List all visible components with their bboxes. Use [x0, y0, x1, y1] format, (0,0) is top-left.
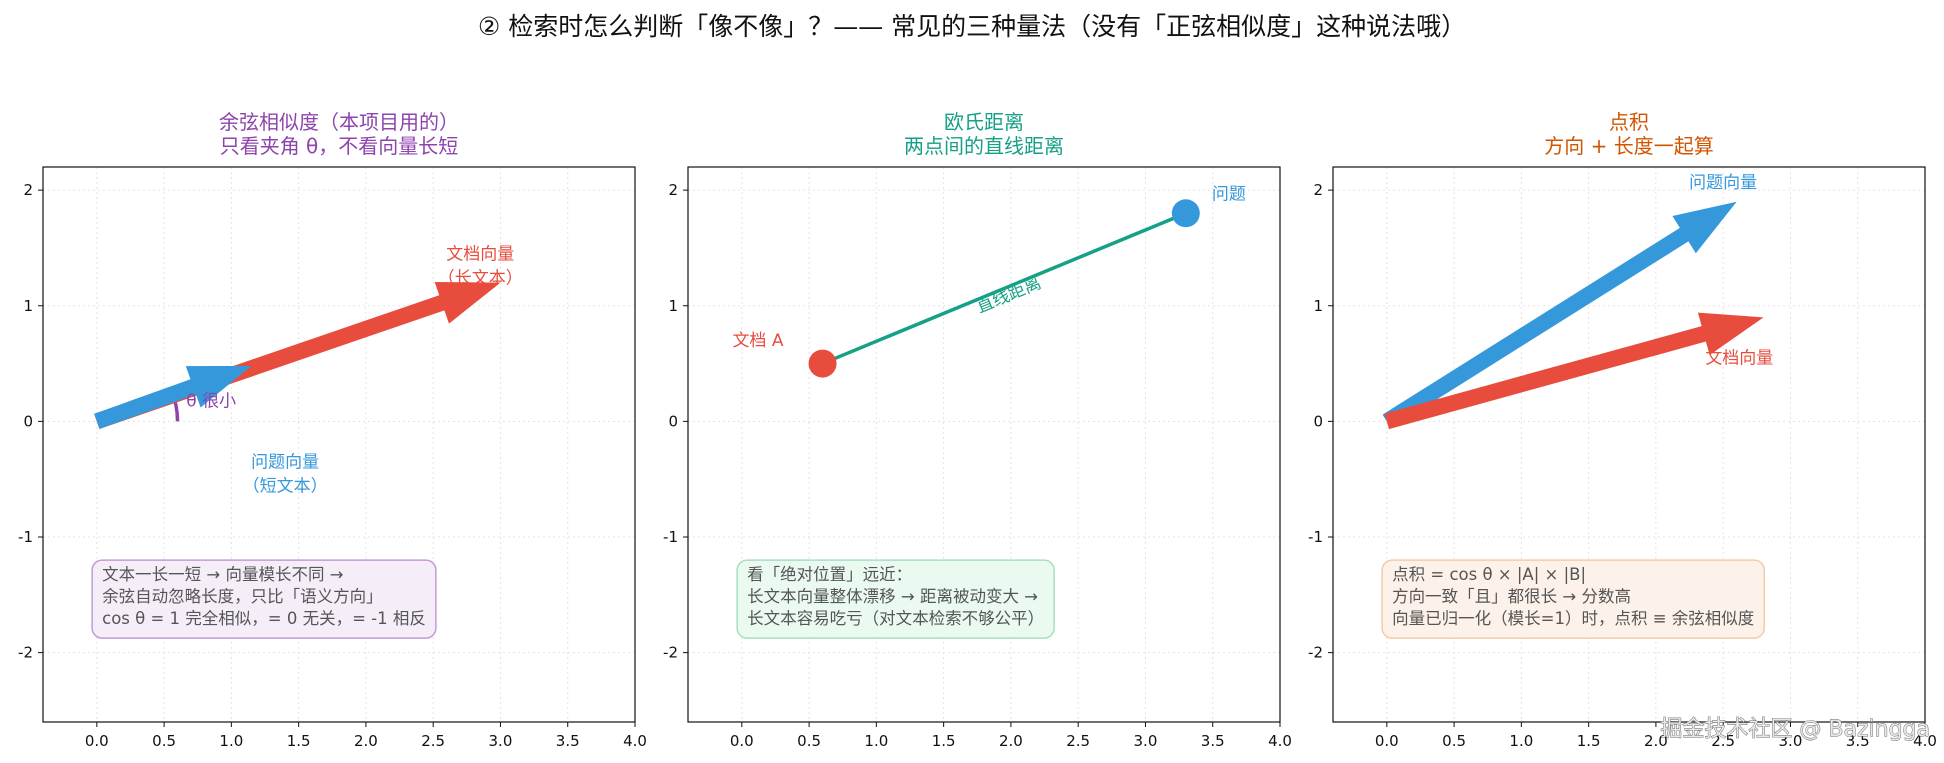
distance-line	[821, 211, 1187, 366]
x-tick-label: 3.5	[556, 732, 580, 750]
annotation-label: （长文本）	[438, 269, 523, 289]
y-tick-label: 1	[668, 297, 678, 315]
x-tick-label: 3.0	[489, 732, 513, 750]
panel-title-line: 点积	[1609, 110, 1649, 134]
note-line: 长文本容易吃亏（对文本检索不够公平）	[747, 609, 1044, 628]
note-line: 点积 = cos θ × |A| × |B|	[1392, 565, 1586, 584]
x-tick-label: 3.0	[1779, 732, 1803, 750]
y-tick-label: 2	[23, 181, 33, 199]
query-point	[1171, 199, 1200, 228]
x-tick-label: 2.5	[1066, 732, 1090, 750]
annotation-label: 文档 A	[732, 331, 783, 351]
x-tick-label: 1.0	[864, 732, 888, 750]
y-tick-label: 0	[1313, 412, 1323, 430]
axes-frame	[1332, 166, 1926, 723]
y-tick-label: 0	[668, 412, 678, 430]
x-tick-label: 0.0	[85, 732, 109, 750]
panel-title-line: 欧氏距离	[944, 110, 1024, 134]
panel-title-line: 只看夹角 θ，不看向量长短	[220, 134, 459, 158]
axes-frame	[42, 166, 636, 723]
x-tick-label: 4.0	[1913, 732, 1937, 750]
y-tick-label: 1	[23, 297, 33, 315]
y-tick-label: -2	[18, 644, 33, 662]
annotation-label: 文档向量	[446, 245, 514, 265]
panel-title-line: 方向 + 长度一起算	[1544, 134, 1713, 158]
y-tick-label: -1	[1308, 528, 1323, 546]
annotation-label: 问题	[1212, 184, 1246, 204]
note-box	[736, 559, 1055, 639]
x-tick-label: 3.5	[1846, 732, 1870, 750]
note-line: 向量已归一化（模长=1）时，点积 ≡ 余弦相似度	[1392, 609, 1754, 628]
note-line: 方向一致「且」都很长 → 分数高	[1392, 587, 1631, 606]
axes-frame	[687, 166, 1281, 723]
note-box	[91, 559, 437, 639]
annotation-label: 文档向量	[1705, 349, 1773, 369]
x-tick-label: 1.5	[287, 732, 311, 750]
annotation-label: θ 很小	[186, 391, 236, 411]
x-tick-label: 1.0	[1509, 732, 1533, 750]
x-tick-label: 0.0	[730, 732, 754, 750]
x-tick-label: 3.5	[1201, 732, 1225, 750]
annotation-label: 问题向量	[1689, 173, 1757, 193]
y-tick-label: -1	[18, 528, 33, 546]
annotation-label: （短文本）	[243, 477, 328, 497]
query-vector-arrow	[94, 365, 252, 429]
x-tick-label: 0.0	[1375, 732, 1399, 750]
note-line: 余弦自动忽略长度，只比「语义方向」	[102, 587, 383, 606]
annotation-label: 直线距离	[974, 273, 1044, 317]
x-tick-label: 1.5	[932, 732, 956, 750]
annotation-label: 问题向量	[251, 453, 319, 473]
x-tick-label: 0.5	[1442, 732, 1466, 750]
note-line: 文本一长一短 → 向量模长不同 →	[102, 565, 344, 584]
x-tick-label: 0.5	[152, 732, 176, 750]
query-vector-arrow	[1382, 201, 1737, 429]
panel-cosine-similarity: 余弦相似度（本项目用的）只看夹角 θ，不看向量长短 0.0 0.5 1.0 1.5 2.0…	[18, 110, 647, 750]
x-tick-label: 2.5	[421, 732, 445, 750]
doc-vector-arrow	[1384, 312, 1764, 430]
x-tick-label: 2.0	[354, 732, 378, 750]
x-tick-label: 1.0	[219, 732, 243, 750]
panel-title-line: 两点间的直线距离	[904, 134, 1064, 158]
x-tick-label: 4.0	[1268, 732, 1292, 750]
figure-title: ② 检索时怎么判断「像不像」？—— 常见的三种量法（没有「正弦相似度」这种说法哦…	[478, 12, 1466, 41]
y-tick-label: -2	[663, 644, 678, 662]
y-tick-label: 2	[668, 181, 678, 199]
x-tick-label: 0.5	[797, 732, 821, 750]
panel-title-line: 余弦相似度（本项目用的）	[219, 110, 459, 134]
x-tick-label: 3.0	[1134, 732, 1158, 750]
note-line: 长文本向量整体漂移 → 距离被动变大 →	[747, 587, 1038, 606]
watermark-text: 掘金技术社区 @ Bazingga	[1660, 717, 1930, 742]
x-tick-label: 2.5	[1711, 732, 1735, 750]
y-tick-label: -2	[1308, 644, 1323, 662]
note-box	[1381, 559, 1766, 639]
y-tick-label: 0	[23, 412, 33, 430]
x-tick-label: 2.0	[1644, 732, 1668, 750]
y-tick-label: 2	[1313, 181, 1323, 199]
x-tick-label: 4.0	[623, 732, 647, 750]
x-tick-label: 1.5	[1577, 732, 1601, 750]
doc-a-point	[808, 349, 837, 378]
y-tick-label: -1	[663, 528, 678, 546]
x-tick-label: 2.0	[999, 732, 1023, 750]
y-tick-label: 1	[1313, 297, 1323, 315]
note-line: cos θ = 1 完全相似，= 0 无关，= -1 相反	[102, 609, 426, 628]
note-line: 看「绝对位置」远近：	[747, 565, 912, 584]
